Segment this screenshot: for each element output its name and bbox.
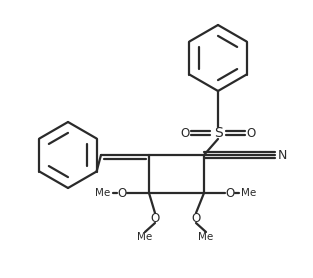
Text: Me: Me (241, 188, 257, 198)
Text: Me: Me (198, 232, 214, 242)
Text: O: O (191, 212, 201, 225)
Text: S: S (214, 126, 222, 140)
Text: O: O (246, 126, 256, 140)
Text: O: O (225, 187, 235, 200)
Text: O: O (150, 212, 160, 225)
Text: O: O (180, 126, 190, 140)
Text: N: N (278, 148, 287, 162)
Text: Me: Me (137, 232, 153, 242)
Text: Me: Me (95, 188, 110, 198)
Text: O: O (117, 187, 127, 200)
